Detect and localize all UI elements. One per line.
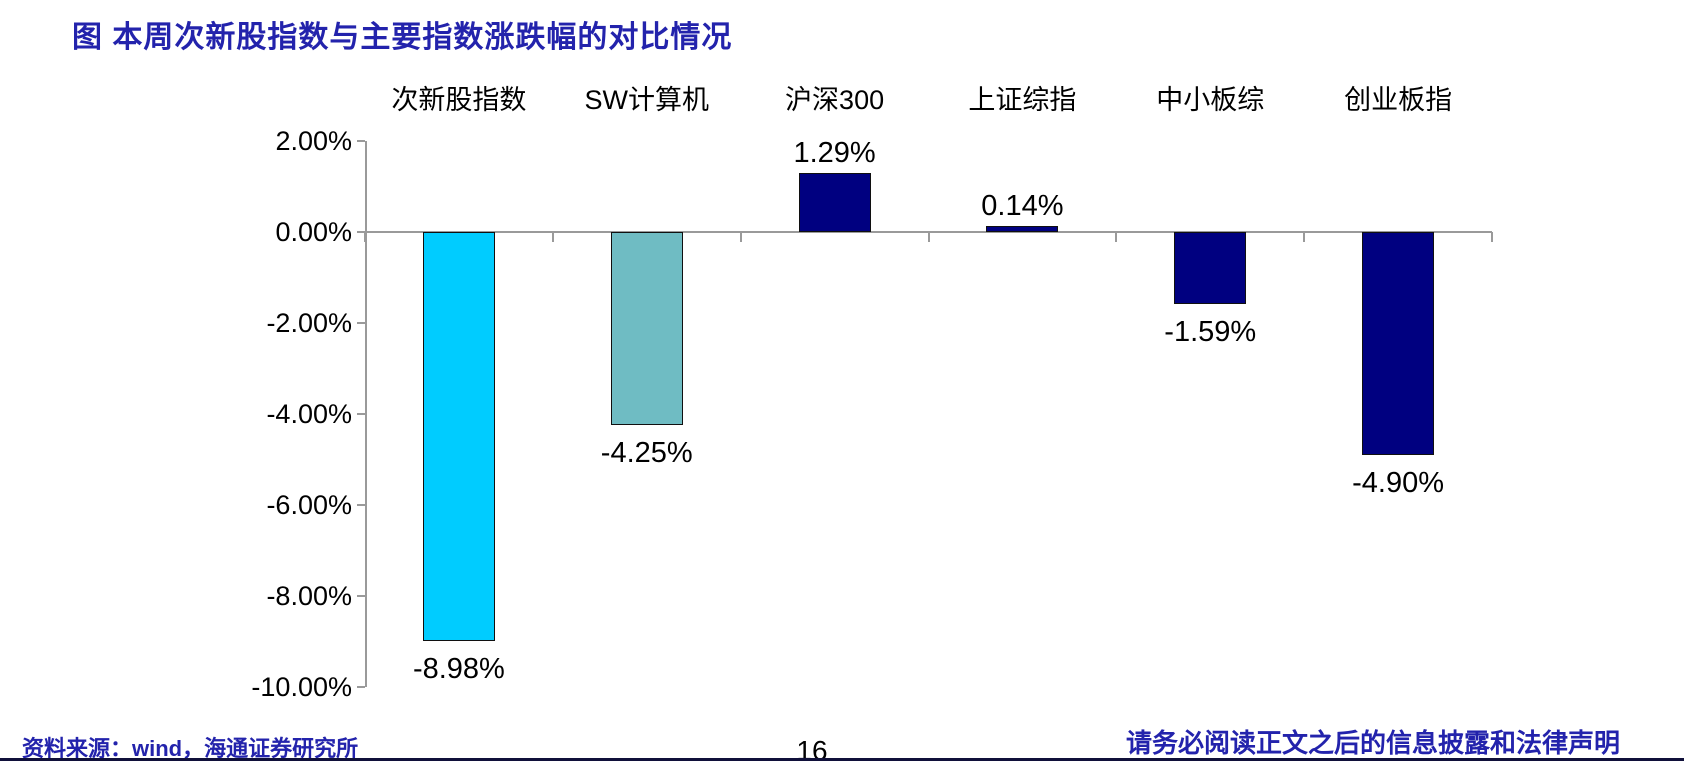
- chart-bar-5: [1174, 232, 1246, 304]
- footer-source: 资料来源：wind，海通证券研究所: [22, 736, 359, 761]
- y-axis-tick-label: 2.00%: [275, 126, 352, 156]
- y-axis-tick-label: -10.00%: [251, 672, 352, 702]
- y-axis-tick: [357, 413, 365, 415]
- x-axis-tick: [364, 232, 366, 242]
- x-axis-tick: [1115, 232, 1118, 242]
- footer-disclaimer: 请务必阅读正文之后的信息披露和法律声明: [1125, 728, 1620, 758]
- bar-value-label: 0.14%: [981, 190, 1064, 222]
- category-label: 上证综指: [968, 85, 1077, 115]
- category-label: 创业板指: [1344, 85, 1453, 115]
- y-axis-tick: [357, 140, 365, 142]
- x-axis-tick: [927, 232, 930, 242]
- y-axis-tick: [357, 595, 365, 597]
- chart-title: 图 本周次新股指数与主要指数涨跌幅的对比情况: [72, 21, 733, 54]
- y-axis-tick-label: 0.00%: [275, 217, 352, 247]
- x-axis-tick: [1491, 232, 1493, 242]
- x-axis-tick: [739, 232, 742, 242]
- y-axis-tick-label: -6.00%: [266, 490, 352, 520]
- bar-value-label: 1.29%: [793, 137, 876, 169]
- bar-value-label: -8.98%: [412, 653, 505, 685]
- category-label: 中小板综: [1156, 85, 1265, 115]
- bar-value-label: -1.59%: [1164, 316, 1257, 348]
- category-label: 次新股指数: [391, 85, 527, 115]
- chart-bar-3: [799, 173, 871, 232]
- y-axis-tick-label: -4.00%: [266, 399, 352, 429]
- y-axis-tick: [357, 686, 365, 688]
- chart-bar-2: [611, 232, 683, 425]
- category-label: SW计算机: [584, 85, 710, 115]
- y-axis-tick: [357, 322, 365, 324]
- category-label: 沪深300: [785, 85, 885, 115]
- y-axis-line: [365, 141, 367, 687]
- chart-bar-6: [1362, 232, 1434, 455]
- chart-bar-4: [986, 226, 1058, 232]
- bar-value-label: -4.90%: [1352, 467, 1445, 499]
- y-axis-tick: [357, 231, 365, 233]
- chart-bar-1: [423, 232, 495, 641]
- bar-value-label: -4.25%: [600, 437, 693, 469]
- y-axis-tick-label: -2.00%: [266, 308, 352, 338]
- footer-rule: [0, 758, 1684, 761]
- y-axis-tick: [357, 504, 365, 506]
- footer-page-number: 16: [796, 735, 828, 766]
- y-axis-tick-label: -8.00%: [266, 581, 352, 611]
- x-axis-tick: [1303, 232, 1306, 242]
- x-axis-tick: [551, 232, 554, 242]
